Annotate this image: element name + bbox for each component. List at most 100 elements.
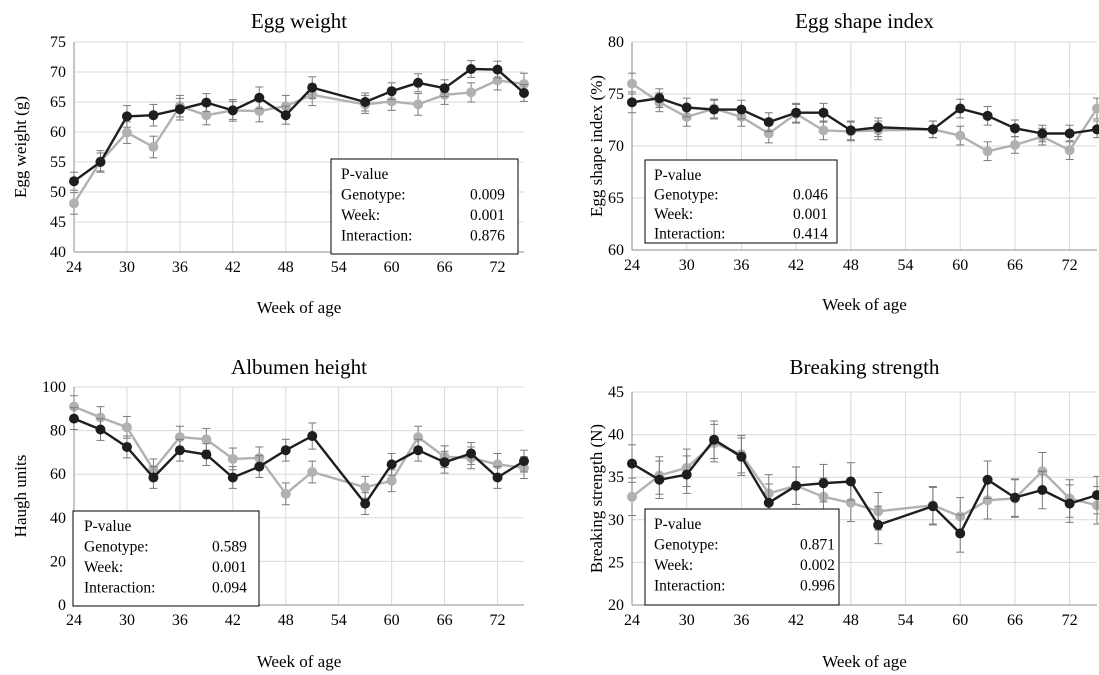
- p-value-label: Genotype:: [341, 187, 406, 204]
- data-point: [307, 82, 318, 93]
- p-value-label: Week:: [654, 206, 693, 223]
- x-tick-label: 30: [679, 257, 695, 274]
- data-point: [654, 93, 665, 104]
- x-tick-label: 72: [1062, 612, 1078, 629]
- data-point: [69, 401, 79, 412]
- y-tick-label: 30: [608, 512, 624, 529]
- chart-panel: 40 45 50 55 60 65 70 75 24 30 36 42 48 54 60 66 72 Egg we…: [11, 9, 529, 317]
- data-point: [845, 125, 856, 136]
- data-point: [360, 498, 371, 509]
- data-point: [709, 104, 720, 115]
- data-point: [95, 424, 106, 435]
- data-point: [95, 157, 106, 167]
- data-point: [955, 103, 966, 114]
- data-point: [413, 77, 424, 88]
- y-tick-label: 45: [608, 384, 624, 401]
- x-tick-label: 42: [788, 612, 804, 629]
- y-tick-label: 75: [608, 86, 624, 103]
- data-point: [307, 467, 318, 478]
- p-value-label: Interaction:: [84, 580, 155, 597]
- data-point: [413, 99, 424, 110]
- data-point: [386, 86, 397, 97]
- data-point: [307, 431, 318, 442]
- p-value-number: 0.001: [212, 559, 247, 576]
- chart-title: Egg shape index: [795, 9, 934, 33]
- data-point: [927, 124, 938, 135]
- data-point: [386, 475, 397, 486]
- p-value-number: 0.589: [212, 539, 247, 556]
- x-tick-label: 66: [1007, 612, 1023, 629]
- x-tick-label: 54: [331, 612, 347, 629]
- x-tick-label: 72: [490, 259, 506, 276]
- data-point: [1092, 490, 1099, 501]
- data-point: [121, 441, 132, 452]
- p-value-heading: P-value: [654, 516, 701, 533]
- data-point: [1009, 139, 1020, 150]
- p-value-box: P-value Genotype: 0.589 Week: 0.001 Interacti…: [72, 510, 260, 607]
- data-point: [818, 107, 829, 118]
- chart-title: Albumen height: [231, 355, 367, 379]
- p-value-number: 0.871: [800, 537, 835, 554]
- y-tick-label: 70: [50, 64, 66, 81]
- p-value-number: 0.002: [800, 557, 835, 574]
- x-tick-label: 54: [898, 612, 914, 629]
- x-tick-label: 30: [679, 612, 695, 629]
- p-value-box-frame: [644, 508, 840, 606]
- data-point: [736, 104, 747, 115]
- data-point: [791, 107, 802, 118]
- data-point: [439, 83, 450, 94]
- y-tick-label: 40: [50, 244, 66, 261]
- data-point: [466, 448, 477, 459]
- p-value-box-frame: [72, 510, 260, 607]
- data-point: [466, 64, 477, 74]
- data-point: [1009, 123, 1020, 134]
- p-value-heading: P-value: [84, 518, 131, 535]
- data-point: [148, 142, 159, 152]
- data-point: [736, 451, 747, 462]
- data-point: [627, 97, 637, 108]
- x-tick-label: 42: [225, 612, 241, 629]
- y-tick-label: 40: [608, 427, 624, 444]
- data-point: [227, 453, 238, 464]
- x-tick-label: 30: [119, 612, 135, 629]
- p-value-box: P-value Genotype: 0.046 Week: 0.001 Interacti…: [644, 159, 838, 244]
- data-point: [818, 478, 829, 489]
- y-tick-label: 20: [50, 553, 66, 570]
- data-point: [681, 469, 692, 480]
- p-value-label: Week:: [654, 557, 693, 574]
- data-point: [873, 519, 884, 530]
- y-tick-label: 70: [608, 138, 624, 155]
- data-point: [386, 459, 397, 470]
- data-point: [927, 501, 938, 512]
- y-tick-label: 40: [50, 510, 66, 527]
- data-point: [201, 434, 212, 445]
- data-point: [360, 97, 371, 107]
- data-point: [681, 102, 692, 113]
- y-tick-label: 80: [50, 423, 66, 440]
- p-value-label: Week:: [84, 559, 123, 576]
- data-point: [982, 146, 993, 157]
- p-value-box-frame: [330, 158, 519, 255]
- y-axis-title: Egg shape index (%): [587, 75, 606, 217]
- x-tick-label: 66: [437, 259, 453, 276]
- x-tick-label: 36: [733, 257, 749, 274]
- chart-panel: 0 20 40 60 80 100 24 30 36 42 48 54 60 66 72 Albumen he…: [11, 355, 529, 671]
- data-point: [413, 445, 424, 456]
- x-axis-title: Week of age: [257, 652, 342, 671]
- x-tick-label: 36: [733, 612, 749, 629]
- y-axis-title: Breaking strength (N): [587, 424, 606, 573]
- data-point: [254, 92, 265, 103]
- data-point: [1009, 492, 1020, 503]
- chart-title: Breaking strength: [790, 355, 940, 379]
- data-point: [791, 480, 802, 491]
- data-point: [69, 413, 79, 424]
- chart-title: Egg weight: [251, 9, 347, 33]
- x-tick-label: 36: [172, 612, 188, 629]
- data-series: [69, 395, 529, 506]
- data-point: [519, 456, 529, 467]
- y-axis-title: Egg weight (g): [11, 96, 30, 198]
- data-point: [201, 110, 212, 121]
- y-tick-label: 0: [58, 597, 66, 614]
- data-point: [121, 127, 132, 138]
